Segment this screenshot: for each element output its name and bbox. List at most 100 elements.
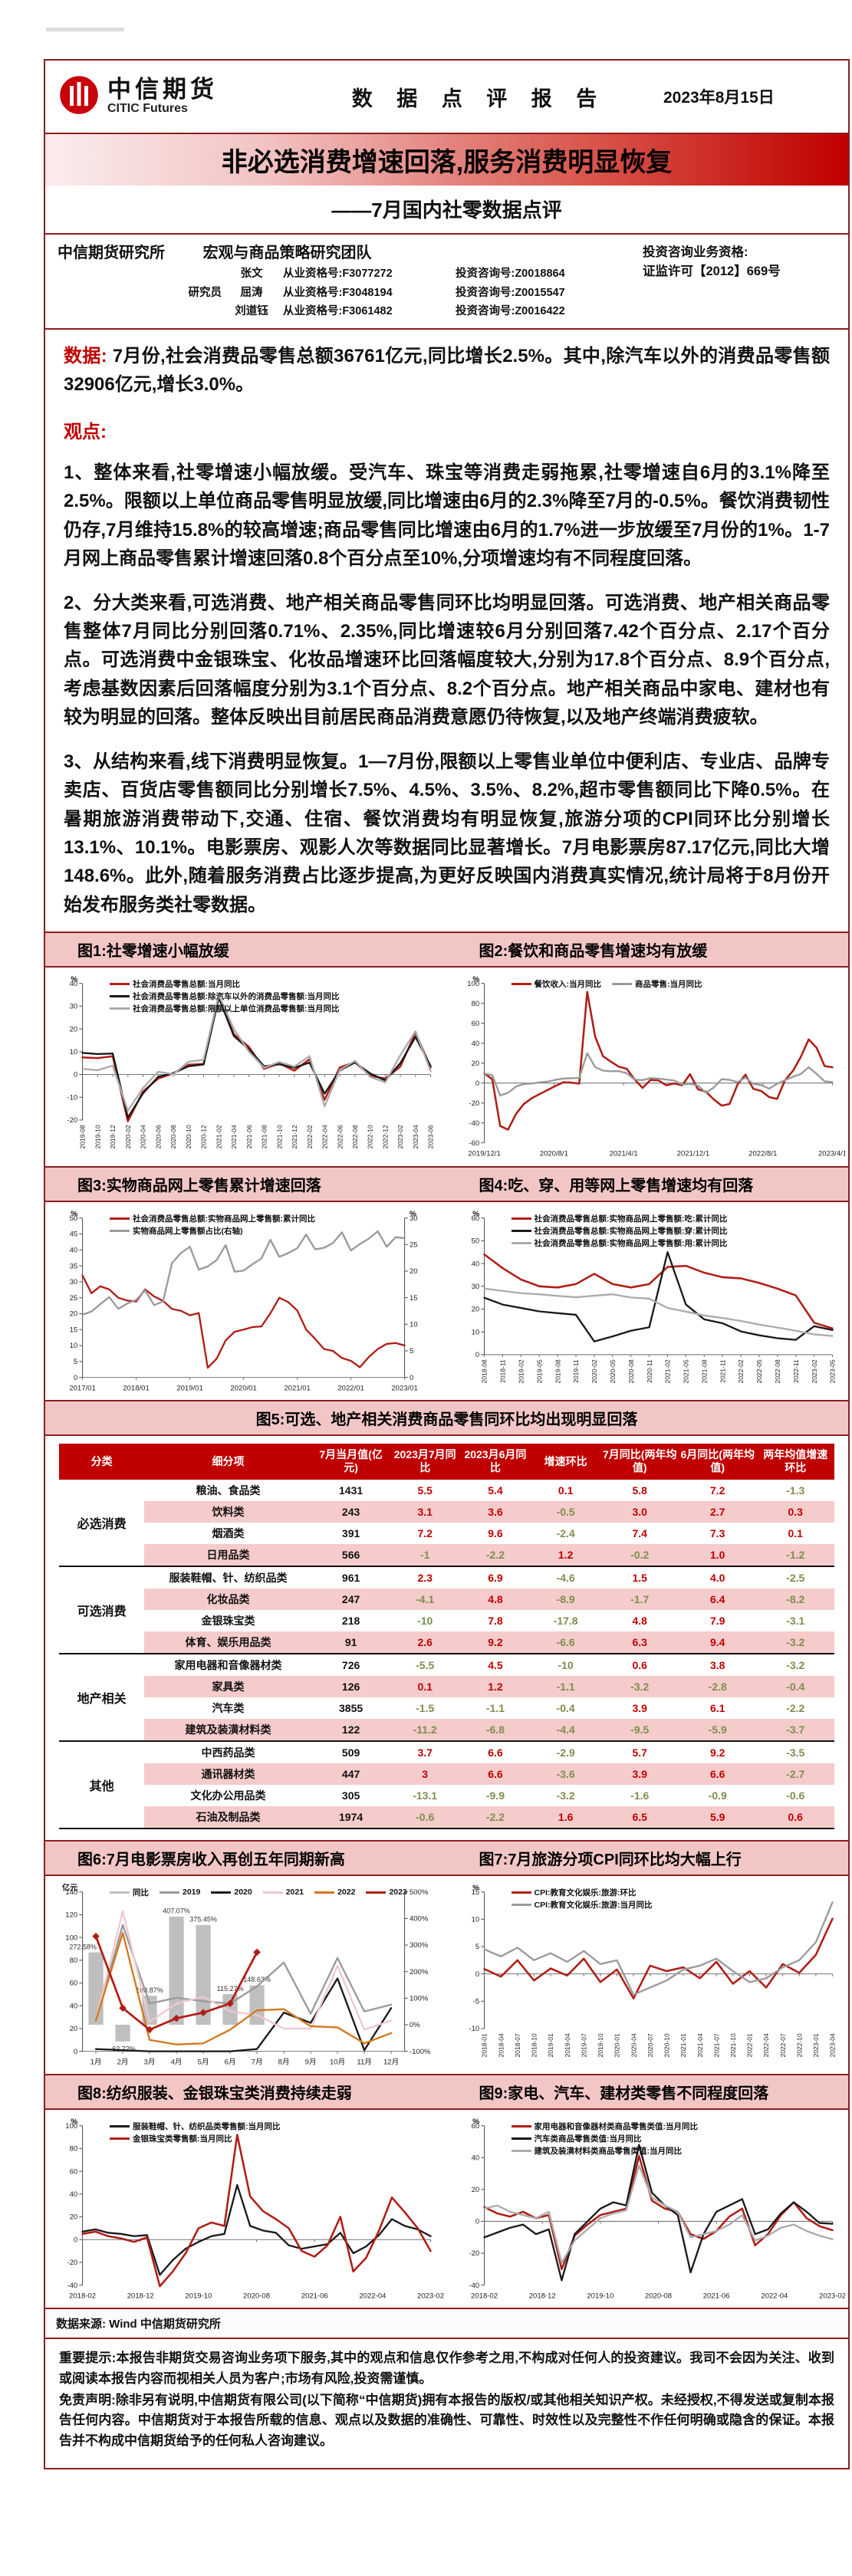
analyst-name: 刘道钰: [235, 305, 268, 318]
subcategory-cell: 中西药品类: [144, 1740, 312, 1763]
svg-text:%: %: [472, 1210, 479, 1218]
value-cell: -0.4: [556, 1701, 575, 1714]
value-cell: -2.5: [756, 1565, 834, 1589]
svg-text:25: 25: [410, 1240, 418, 1249]
svg-text:8月: 8月: [278, 2058, 290, 2066]
svg-text:20: 20: [471, 1305, 479, 1313]
subcategory-cell: 粮油、食品类: [196, 1484, 261, 1497]
svg-text:2018-12: 2018-12: [127, 2292, 154, 2301]
value-cell: -4.6: [530, 1565, 601, 1589]
value-cell: 5.4: [488, 1484, 503, 1497]
svg-text:2023-06: 2023-06: [427, 1125, 435, 1148]
svg-text:0: 0: [475, 1970, 479, 1979]
value-cell: 7.4: [632, 1526, 647, 1539]
svg-text:2018-12: 2018-12: [528, 2292, 555, 2301]
team-block: 中信期货研究所 宏观与商品策略研究团队 张文 从业资格号:F3077272 投资…: [45, 235, 848, 330]
svg-text:272.58%: 272.58%: [69, 1943, 97, 1950]
svg-text:50: 50: [471, 1237, 479, 1245]
svg-text:2023-04: 2023-04: [412, 1125, 419, 1148]
analyst-advisory: 投资咨询号:Z0015547: [456, 286, 565, 299]
svg-text:2022-04: 2022-04: [321, 1125, 329, 1148]
table-row: 日用品类 566 -1 -2.2 1.2 -0.2 1.0 -1.2: [59, 1543, 834, 1566]
qualification-label: 投资咨询业务资格:: [643, 245, 748, 259]
svg-text:-20: -20: [67, 2259, 77, 2267]
svg-text:2019-11: 2019-11: [572, 1359, 580, 1383]
category-cell: 必选消费: [59, 1479, 145, 1566]
svg-text:80: 80: [70, 1957, 78, 1965]
value-cell: 5.9: [678, 1806, 757, 1829]
value-cell: -4.1: [390, 1588, 461, 1610]
svg-text:2021/01: 2021/01: [284, 1384, 310, 1392]
value-cell: 3.0: [600, 1500, 679, 1523]
svg-text:60: 60: [70, 1979, 78, 1987]
value-cell: 7.3: [709, 1526, 725, 1539]
value-cell: 6.6: [678, 1763, 757, 1785]
main-title-banner: 非必选消费增速回落,服务消费明显恢复: [45, 134, 848, 186]
logo-title: 中信期货: [107, 75, 218, 103]
svg-text:40: 40: [471, 1040, 479, 1048]
chart-fig8: 服装鞋帽、针、纺织品类零售额:当月同比 金银珠宝类零售额:当月同比 -40 -20 0 2…: [45, 2110, 447, 2308]
svg-text:1月: 1月: [90, 2058, 102, 2066]
svg-text:20: 20: [70, 2025, 78, 2033]
value-cell: -2.2: [460, 1806, 531, 1829]
table-row: 可选消费 服装鞋帽、针、纺织品类 961 2.3 6.9 -4.6 1.5 4.0 -2.5: [59, 1565, 834, 1654]
value-cell: -1.2: [756, 1543, 834, 1566]
svg-text:100: 100: [467, 980, 479, 988]
analyst-cert: 从业资格号:F3061482: [283, 305, 393, 318]
svg-text:2021-12: 2021-12: [291, 1125, 298, 1148]
value-cell: -2.2: [460, 1543, 531, 1566]
fig7-title: 图7:7月旅游分项CPI同环比均大幅上行: [479, 1851, 742, 1868]
analyst-advisory: 投资咨询号:Z0018864: [456, 268, 565, 280]
svg-text:2020-10: 2020-10: [663, 2033, 670, 2057]
svg-text:2018-08: 2018-08: [480, 1359, 488, 1383]
svg-text:2023/01: 2023/01: [391, 1384, 417, 1392]
value-cell: -0.2: [600, 1543, 679, 1566]
subcategory-cell: 家用电器和音像器材类: [144, 1652, 312, 1676]
source-label: 数据来源:: [56, 2318, 106, 2331]
fig5-col-header: 7月同比(两年均值): [600, 1443, 679, 1480]
svg-text:2020-04: 2020-04: [630, 2033, 637, 2057]
value-cell: -17.8: [553, 1614, 578, 1627]
svg-text:2020-08: 2020-08: [645, 2292, 672, 2301]
chart-canvas: 0 10 20 30 40 50 60% 2018-08 2018-11 2019-02 2019-…: [471, 1210, 836, 1383]
value-cell: -6.6: [530, 1631, 601, 1654]
svg-text:120: 120: [65, 1911, 77, 1919]
value-cell: -9.5: [600, 1718, 679, 1741]
chart-canvas: -60 -40 -20 0 20 40 60 80 100% 2019/12/1 2020/8/1 2…: [467, 976, 845, 1158]
value-cell: -1.6: [630, 1789, 650, 1802]
value-cell: 2.7: [678, 1500, 757, 1523]
value-cell: 6.1: [709, 1701, 725, 1714]
svg-text:2022-05: 2022-05: [755, 1359, 763, 1383]
citic-logo: 中信期货 CITIC Futures: [58, 74, 299, 120]
team-member-row: 刘道钰 从业资格号:F3061482 投资咨询号:Z0016422: [171, 302, 643, 321]
value-cell: 391: [341, 1526, 360, 1539]
value-cell: 509: [311, 1740, 390, 1763]
svg-text:2022-08: 2022-08: [351, 1125, 359, 1148]
svg-text:2022-07: 2022-07: [778, 2033, 786, 2057]
value-cell: 2.6: [390, 1631, 461, 1654]
svg-text:20: 20: [70, 1026, 78, 1034]
value-cell: -0.6: [786, 1789, 805, 1802]
svg-text:80: 80: [471, 1000, 479, 1008]
value-cell: -10: [417, 1614, 433, 1627]
table-row: 金银珠宝类 218 -10 7.8 -17.8 4.8 7.9 -3.1: [59, 1610, 834, 1631]
svg-text:60: 60: [471, 1020, 479, 1028]
value-cell: 122: [311, 1718, 390, 1741]
svg-text:12月: 12月: [383, 2058, 399, 2066]
data-paragraph: 数据: 7月份,社会消费品零售总额36761亿元,同比增长2.5%。其中,除汽车…: [64, 345, 830, 396]
chart-fig1: 社会消费品零售总额:当月同比 社会消费品零售总额:除汽车以外的消费品零售额:当月同…: [45, 968, 447, 1165]
category-cell: 地产相关: [59, 1652, 145, 1741]
subcategory-cell: 通讯器材类: [144, 1763, 312, 1785]
svg-text:-100%: -100%: [410, 2048, 431, 2056]
table-row: 体育、娱乐用品类 91 2.6 9.2 -6.6 6.3 9.4 -3.2: [59, 1631, 834, 1654]
subcategory-cell: 体育、娱乐用品类: [144, 1631, 312, 1654]
value-cell: 1431: [339, 1484, 363, 1497]
svg-text:10: 10: [70, 1342, 78, 1350]
figband-6-7: 图6:7月电影票房收入再创五年同期新高 图7:7月旅游分项CPI同环比均大幅上行: [45, 1839, 848, 1876]
value-cell: -8.9: [530, 1588, 601, 1610]
svg-text:500%: 500%: [410, 1888, 429, 1897]
svg-text:2019-10: 2019-10: [597, 2033, 604, 2057]
figband-3-4: 图3:实物商品网上零售累计增速回落 图4:吃、穿、用等网上零售增速均有回落: [45, 1165, 848, 1202]
svg-text:2022-10: 2022-10: [367, 1125, 374, 1148]
